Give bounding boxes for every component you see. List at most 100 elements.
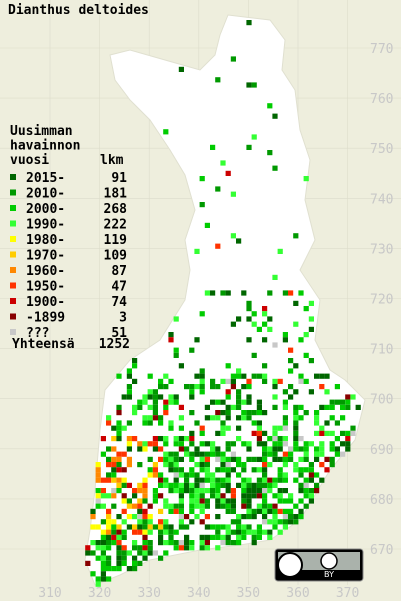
record-square [298,456,304,462]
record-square [256,410,262,416]
record-square [106,477,112,483]
record-square [163,373,169,379]
legend-count: 222 [104,218,127,233]
record-square [132,540,138,546]
legend-count: 47 [111,280,127,295]
record-square [199,519,205,525]
record-square [236,404,242,410]
record-square [147,389,153,395]
record-square [246,508,252,514]
record-square [262,363,268,369]
record-square [168,425,174,431]
record-square [277,529,283,535]
record-square [345,394,351,400]
record-square [345,430,351,436]
total-label: Yhteensä [12,337,75,352]
record-square [204,467,210,473]
record-square [267,326,273,332]
record-square [100,477,106,483]
record-square [194,451,200,457]
record-square [116,373,122,379]
record-square [178,446,184,452]
record-square [199,425,205,431]
record-square [173,472,179,478]
record-square [199,389,205,395]
record-square [168,503,174,509]
record-square [246,529,252,535]
record-square [100,451,106,457]
record-square [225,467,231,473]
record-square [152,446,158,452]
record-square [116,456,122,462]
record-square [106,415,112,421]
record-square [116,451,122,457]
record-square [298,373,304,379]
record-square [204,488,210,494]
record-square [262,472,268,478]
record-square [106,519,112,525]
record-square [272,508,278,514]
record-square [272,394,278,400]
record-square [215,384,221,390]
record-square [241,399,247,405]
record-square [168,508,174,514]
record-square [126,368,132,374]
record-square [241,498,247,504]
record-square [152,498,158,504]
record-square [178,436,184,442]
record-square [142,394,148,400]
record-square [178,425,184,431]
record-square [293,404,299,410]
record-square [256,467,262,473]
record-square [288,446,294,452]
record-square [132,503,138,509]
record-square [262,451,268,457]
record-square [147,514,153,520]
record-square [121,467,127,473]
record-square [152,389,158,395]
record-square [199,482,205,488]
record-square [194,503,200,509]
record-square [100,555,106,561]
record-square [319,446,325,452]
record-square [111,524,117,530]
record-square [178,540,184,546]
record-square [262,373,268,379]
record-square [199,311,205,317]
record-square [303,352,309,358]
record-square [132,436,138,442]
record-square [204,290,210,296]
record-square [319,425,325,431]
record-square [184,488,190,494]
record-square [230,519,236,525]
record-square [251,430,257,436]
record-square [163,477,169,483]
record-square [256,524,262,530]
record-square [147,420,153,426]
record-square [163,462,169,468]
record-square [282,524,288,530]
record-square [308,493,314,499]
record-square [142,399,148,405]
record-square [246,394,252,400]
record-square [178,472,184,478]
record-square [298,415,304,421]
record-square [163,503,169,509]
legend-count: 109 [104,249,127,264]
record-square [298,472,304,478]
record-square [246,446,252,452]
record-square [267,534,273,540]
record-square [189,488,195,494]
record-square [142,415,148,421]
record-square [147,373,153,379]
record-square [225,363,231,369]
record-square [158,378,164,384]
record-square [199,384,205,390]
record-square [241,482,247,488]
record-square [204,534,210,540]
record-square [272,430,278,436]
record-square [236,524,242,530]
record-square [236,514,242,520]
record-square [147,456,153,462]
